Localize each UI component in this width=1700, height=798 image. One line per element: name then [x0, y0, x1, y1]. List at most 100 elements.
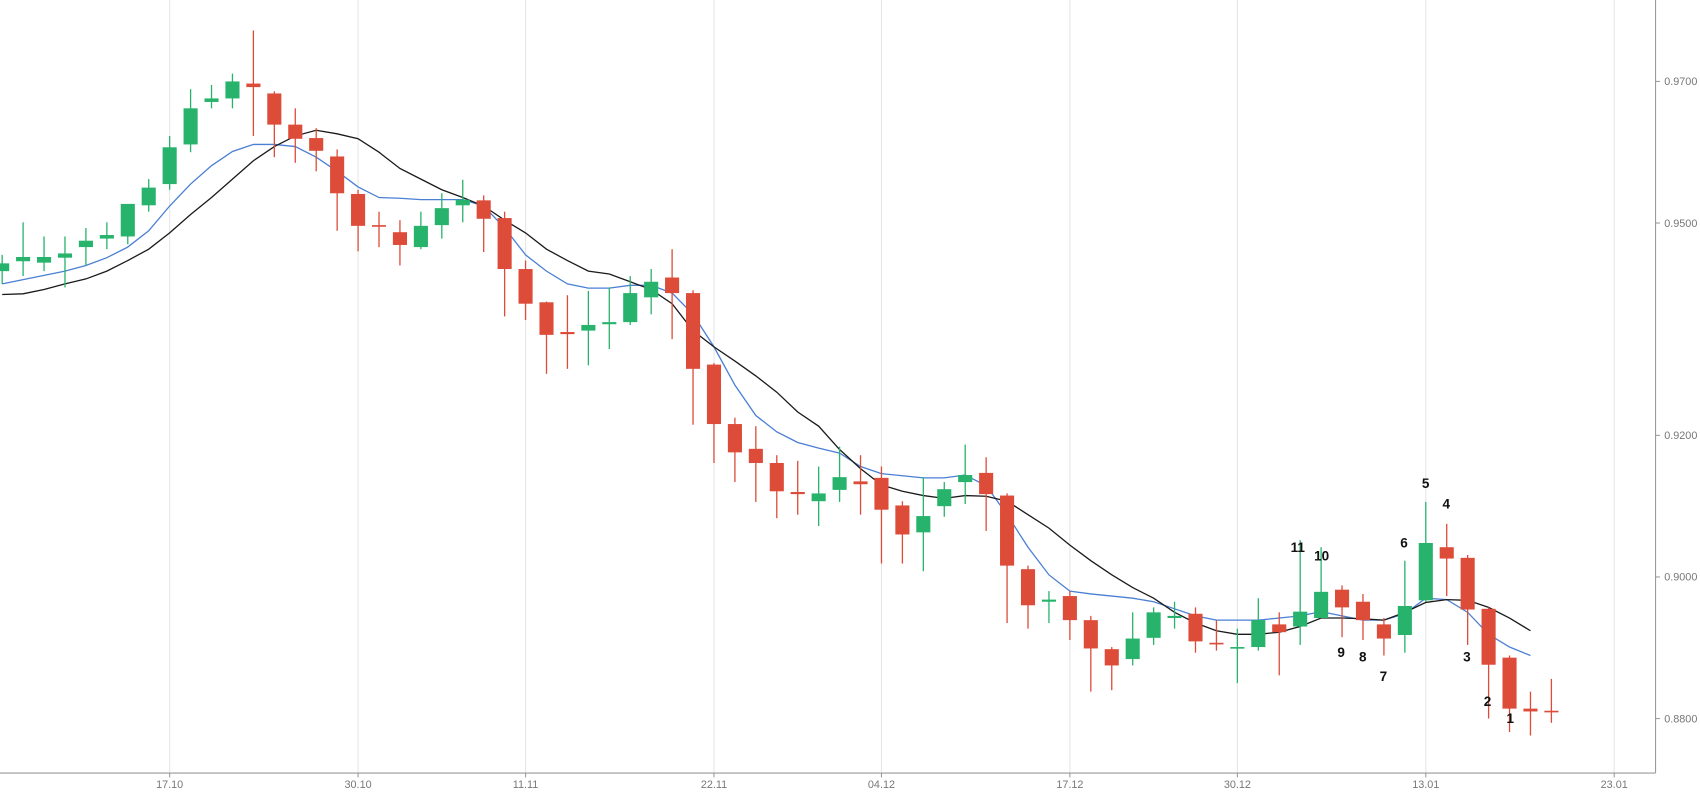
candle-body [518, 269, 533, 304]
candle-body [392, 232, 407, 245]
candle-body [1376, 624, 1391, 639]
candle-body [1041, 599, 1056, 602]
annotation: 4 [1443, 497, 1451, 512]
candle-body [434, 208, 449, 226]
annotation: 1 [1506, 711, 1514, 726]
candle-body [1355, 601, 1371, 621]
candle-body [267, 93, 282, 125]
candle-body [162, 147, 177, 185]
candle-body [57, 253, 73, 258]
candle-body [413, 225, 428, 248]
candle-body [665, 277, 680, 294]
y-tick-label: 0.9500 [1664, 218, 1697, 230]
candle-body [1251, 620, 1266, 648]
moving-average-line [2, 129, 1531, 635]
candle-body [183, 108, 198, 145]
candle-body [351, 193, 366, 226]
candle-body [1146, 612, 1161, 638]
annotation: 7 [1380, 669, 1388, 684]
candle-body [1334, 589, 1350, 608]
annotation: 6 [1400, 536, 1408, 551]
candle-body [0, 263, 10, 272]
candle-body [1230, 647, 1245, 649]
candle-body [895, 505, 910, 535]
candle-body [811, 493, 826, 502]
candle-body [476, 200, 491, 219]
candle-body [78, 240, 93, 248]
candle-body [1293, 611, 1308, 627]
x-tick-label: 11.11 [513, 779, 538, 791]
labels-layer: 0.9700 0.9500 0.9200 0.9000 0.8800 17.10 30.10… [156, 76, 1697, 791]
candle-body [916, 516, 931, 533]
candle-body [1272, 624, 1287, 633]
candle-body [120, 203, 135, 237]
candle-body [16, 256, 31, 262]
candle-body [874, 477, 889, 510]
candle-body [1000, 495, 1015, 566]
candle-body [1523, 708, 1538, 712]
candle-body [1104, 649, 1119, 666]
y-tick-label: 0.9700 [1664, 76, 1697, 88]
candle-body [581, 324, 596, 331]
x-tick-label: 30.10 [345, 779, 372, 791]
y-tick-label: 0.8800 [1664, 713, 1697, 725]
annotation: 11 [1291, 540, 1306, 555]
candle-body [1418, 542, 1433, 601]
x-tick-label: 04.12 [868, 779, 895, 791]
candle-body [1544, 710, 1559, 713]
candle-body [1502, 657, 1517, 709]
candle-body [99, 235, 114, 239]
y-tick-label: 0.9200 [1664, 430, 1697, 442]
moving-average-line [2, 143, 1531, 657]
x-tick-label: 17.10 [156, 779, 183, 791]
y-tick-label: 0.9000 [1664, 572, 1697, 584]
candle-body [832, 477, 847, 490]
x-tick-label: 23.01 [1601, 779, 1628, 791]
candle-body [288, 124, 303, 139]
candle-body [979, 472, 994, 495]
candles-layer [0, 30, 1559, 736]
candle-body [1062, 596, 1077, 621]
candle-body [958, 475, 973, 483]
candle-body [1209, 642, 1224, 645]
candle-body [853, 481, 868, 485]
candle-body [727, 424, 742, 453]
candle-body [790, 492, 805, 495]
annotation: 2 [1484, 694, 1492, 709]
candle-body [1481, 608, 1496, 665]
annotation: 9 [1337, 645, 1345, 660]
candle-body [204, 98, 219, 102]
annotation: 8 [1359, 649, 1367, 664]
candle-body [455, 199, 470, 206]
candle-body [497, 218, 512, 270]
candle-body [1439, 547, 1454, 559]
candle-body [1397, 605, 1412, 636]
lines-layer [2, 129, 1531, 657]
candle-body [371, 225, 387, 227]
grid-layer [169, 0, 1615, 774]
candle-body [246, 83, 261, 88]
candle-body [1314, 591, 1329, 619]
candle-body [644, 281, 659, 298]
annotation: 3 [1463, 649, 1471, 664]
candle-body [309, 138, 324, 151]
candle-body [141, 187, 156, 206]
x-tick-label: 17.12 [1056, 779, 1083, 791]
candle-body [539, 302, 554, 335]
candle-body [602, 322, 617, 325]
candle-body [748, 448, 763, 463]
axes-layer [0, 0, 1660, 778]
candle-body [1125, 638, 1140, 660]
candle-body [225, 81, 240, 99]
annotation: 10 [1314, 549, 1329, 564]
x-tick-label: 22.11 [701, 779, 727, 791]
candle-body [769, 462, 784, 492]
candle-body [685, 293, 701, 369]
candle-body [36, 256, 52, 263]
candle-body [706, 364, 722, 425]
candle-body [1020, 569, 1036, 606]
candle-body [1460, 557, 1475, 610]
